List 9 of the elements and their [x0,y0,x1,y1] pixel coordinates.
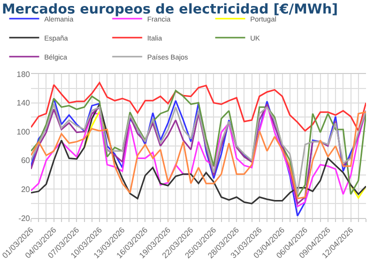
line-series [31,90,366,198]
line-series [31,82,366,132]
y-tick-label: 180 [16,70,31,79]
y-tick-label: 20 [21,185,31,194]
y-tick-label: 140 [16,98,31,108]
y-tick-label: 60 [21,156,31,166]
chart-title: Mercados europeos de electricidad [€/MWh] [2,2,338,18]
y-tick-label: 100 [16,127,31,136]
y-tick-label: -20 [18,214,31,223]
